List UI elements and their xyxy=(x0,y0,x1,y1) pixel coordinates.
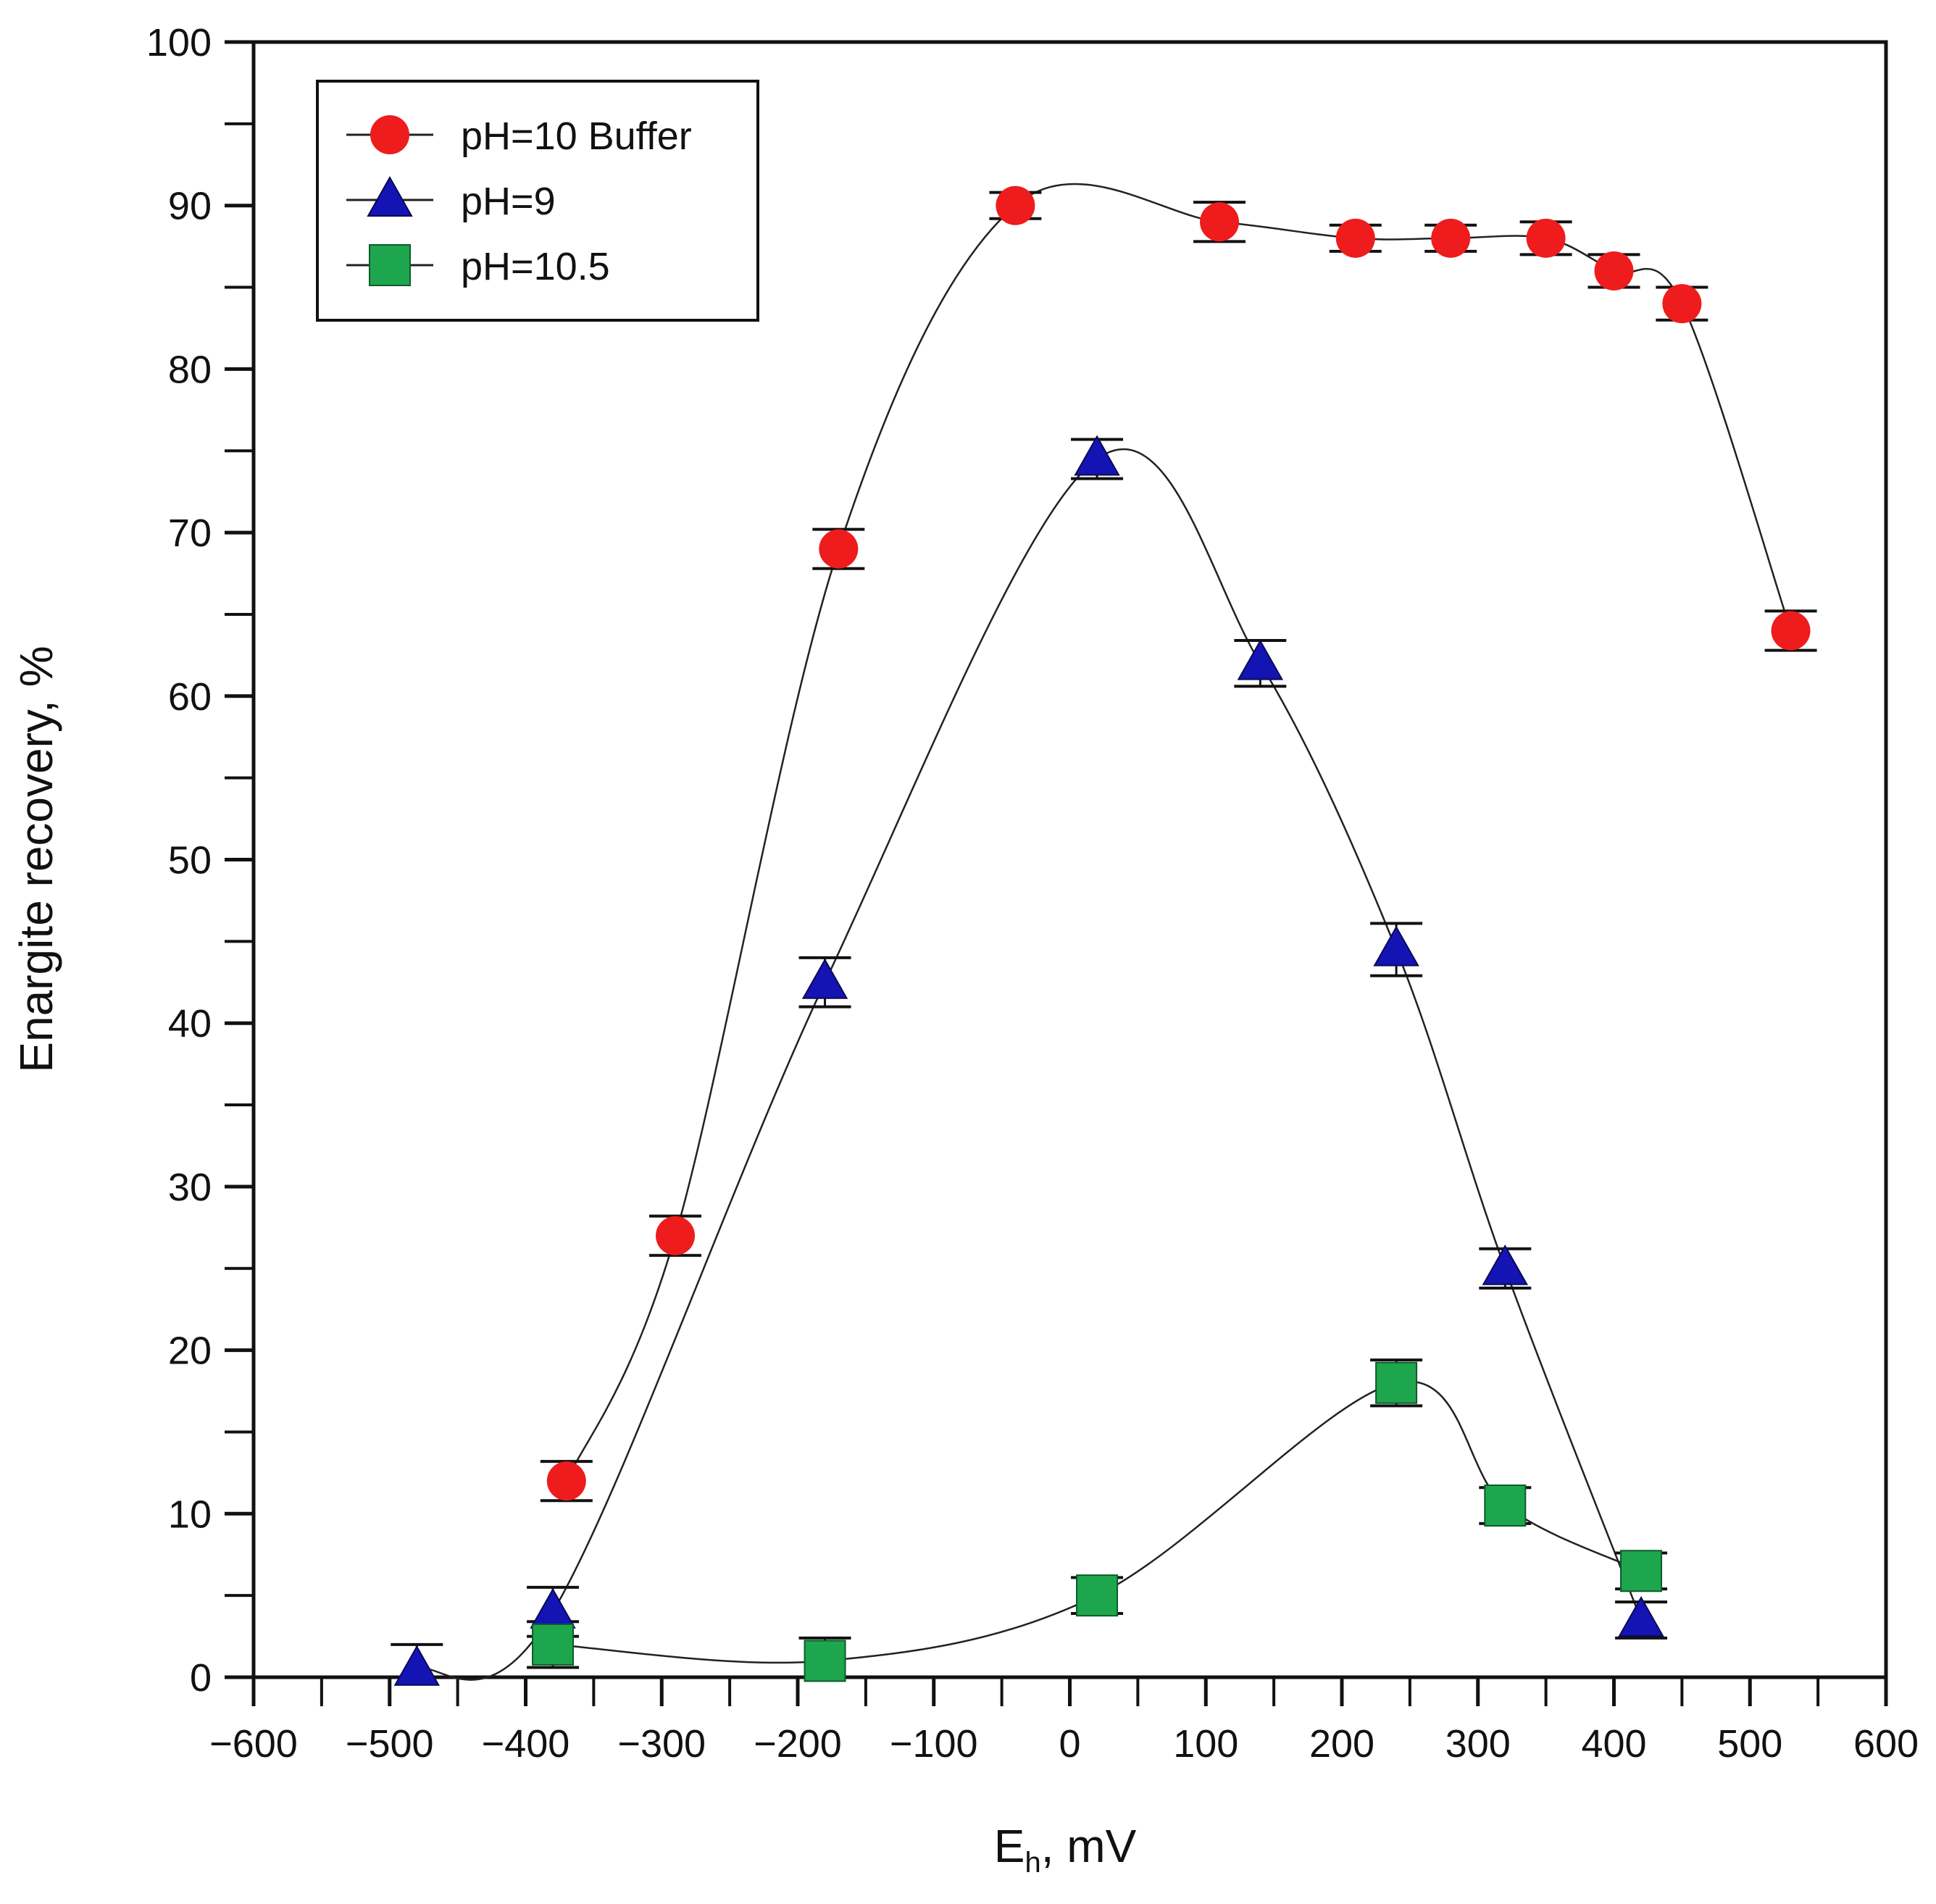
x-tick-label: −300 xyxy=(617,1722,706,1766)
y-tick-label: 100 xyxy=(146,21,212,64)
x-tick-label: −200 xyxy=(754,1722,842,1766)
y-tick-label: 50 xyxy=(168,839,212,882)
data-point-ph-9 xyxy=(393,1645,441,1686)
curves-layer xyxy=(416,183,1792,1681)
x-tick-label: −500 xyxy=(346,1722,434,1766)
x-tick-label: 500 xyxy=(1717,1722,1782,1766)
data-point-ph-10-buffer xyxy=(1594,251,1634,291)
x-tick-label: 0 xyxy=(1059,1722,1080,1766)
data-point-ph-10-buffer xyxy=(996,185,1035,225)
legend-label-ph10-5: pH=10.5 xyxy=(461,245,610,288)
x-axis-title-rest: , mV xyxy=(1041,1820,1137,1872)
x-axis-title-main: E xyxy=(994,1820,1025,1872)
x-tick-label: 400 xyxy=(1581,1722,1646,1766)
data-point-ph-9 xyxy=(1237,639,1284,680)
y-axis-title: Enargite recovery, % xyxy=(10,646,62,1072)
data-point-ph-9 xyxy=(530,1587,576,1629)
errorbar-layer xyxy=(391,191,1817,1679)
x-axis-title-subscript: h xyxy=(1025,1847,1040,1879)
y-tick-label: 30 xyxy=(168,1166,212,1209)
data-point-ph-10-5 xyxy=(1484,1485,1527,1527)
y-tick-label: 10 xyxy=(168,1492,212,1536)
data-point-ph-10-5 xyxy=(1076,1574,1119,1617)
data-point-ph-10-buffer xyxy=(1771,611,1811,651)
data-point-ph-10-buffer xyxy=(656,1216,696,1256)
x-tick-label: 100 xyxy=(1173,1722,1238,1766)
y-tick-label: 20 xyxy=(168,1329,212,1373)
axes-layer: −600 −500 −400 −300 −200 −100 0 100 200 300 400 500… xyxy=(146,21,1919,1766)
y-tick-label: 70 xyxy=(168,512,212,555)
legend-label-ph10-buffer: pH=10 Buffer xyxy=(461,114,692,158)
data-point-ph-9 xyxy=(1482,1244,1529,1285)
x-tick-label: 300 xyxy=(1445,1722,1511,1766)
y-tick-label: 0 xyxy=(190,1656,212,1700)
series-line-ph-10-buffer xyxy=(565,183,1792,1482)
x-tick-label: −400 xyxy=(482,1722,570,1766)
x-axis-title: Eh, mV xyxy=(994,1820,1137,1879)
x-tick-label: −100 xyxy=(890,1722,978,1766)
x-tick-label: 200 xyxy=(1309,1722,1374,1766)
data-point-ph-10-buffer xyxy=(1200,202,1240,242)
legend: pH=10 Buffer pH=9 pH=10.5 xyxy=(316,80,759,322)
data-point-ph-10-buffer xyxy=(1662,284,1702,324)
marker-layer xyxy=(393,185,1811,1686)
data-point-ph-9 xyxy=(801,958,848,999)
y-tick-label: 40 xyxy=(168,1002,212,1045)
series-line-ph-9 xyxy=(416,448,1643,1681)
x-tick-label: −600 xyxy=(209,1722,298,1766)
data-point-ph-10-buffer xyxy=(1526,218,1566,258)
x-tick-label: 600 xyxy=(1853,1722,1919,1766)
legend-label-ph9: pH=9 xyxy=(461,180,556,223)
data-point-ph-10-buffer xyxy=(1335,218,1375,258)
data-point-ph-10-5 xyxy=(804,1640,846,1682)
y-tick-label: 80 xyxy=(168,348,212,391)
data-point-ph-9 xyxy=(1618,1595,1664,1637)
data-point-ph-10-5 xyxy=(532,1623,575,1666)
y-tick-label: 60 xyxy=(168,675,212,719)
legend-marker-ph-10-5 xyxy=(369,244,411,286)
data-point-ph-9 xyxy=(1373,925,1419,966)
legend-symbols xyxy=(346,115,433,286)
data-point-ph-10-buffer xyxy=(819,529,859,569)
series-line-ph-10-5 xyxy=(552,1380,1642,1664)
data-point-ph-10-buffer xyxy=(546,1461,586,1501)
legend-marker-ph-10-buffer xyxy=(370,115,409,154)
data-point-ph-10-5 xyxy=(1620,1550,1663,1592)
data-point-ph-9 xyxy=(1074,435,1120,476)
data-point-ph-10-5 xyxy=(1375,1361,1418,1404)
legend-marker-ph-9 xyxy=(367,175,413,217)
y-tick-label: 90 xyxy=(168,185,212,228)
data-point-ph-10-buffer xyxy=(1431,218,1471,258)
